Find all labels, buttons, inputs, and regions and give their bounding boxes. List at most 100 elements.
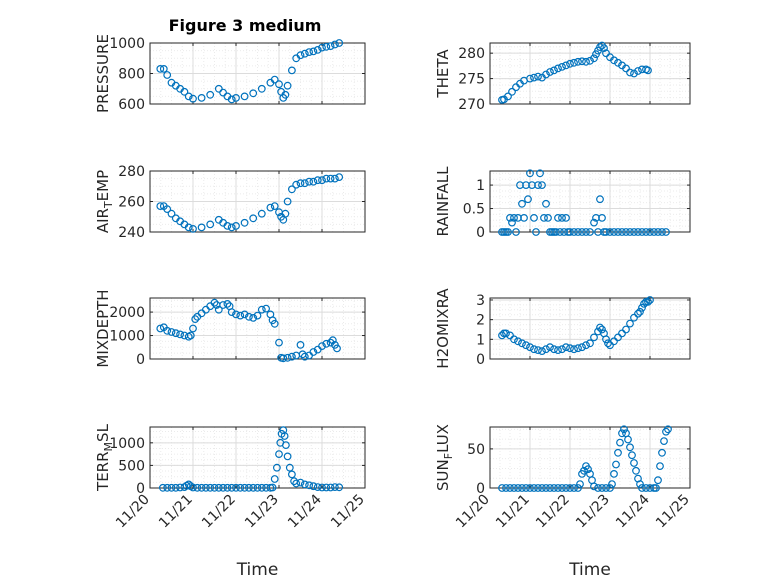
data-point [622,325,630,334]
data-point [538,484,546,492]
data-point [578,228,586,236]
data-point [266,203,275,212]
data-point [562,343,570,352]
data-point [598,325,606,334]
data-point [546,68,554,76]
data-point [285,463,294,472]
data-point [596,43,604,51]
data-point [510,213,518,222]
axes-box [489,426,691,489]
data-point [534,484,542,492]
data-point [214,305,223,314]
data-point [201,483,210,492]
data-point [275,338,283,347]
data-point [335,173,344,182]
data-point [326,483,335,492]
subplot-6: 0 1 2 3 H2OMIXRA [434,288,691,369]
data-point [646,296,654,304]
data-point [574,228,582,236]
data-point [626,228,634,236]
data-point [590,482,598,491]
y-tick-label: 800 [118,67,145,83]
data-point [600,44,608,52]
y-tick-label: 0 [476,352,485,368]
y-axis-label: THETA [434,49,452,99]
data-point [163,483,172,492]
data-point [300,49,309,58]
data-point [534,181,542,190]
data-point [244,483,253,492]
data-point [335,39,344,47]
data-point [590,54,598,63]
data-point [542,199,550,208]
data-point [214,84,223,93]
y-tick-label: 0 [136,352,145,368]
data-point [626,68,634,77]
data-point [281,209,290,218]
data-point [270,319,279,328]
data-point [526,343,534,352]
data-point [554,484,562,492]
subplot-4: 0 0.5 1 RAINFALL [434,166,691,241]
axes-box [489,297,691,360]
data-point [566,228,574,236]
data-point [189,324,197,333]
data-point [197,483,206,492]
data-point [502,484,510,492]
data-point [223,483,232,492]
data-point [186,331,195,340]
data-point [281,90,290,99]
data-point [518,339,526,348]
data-point [326,174,335,183]
data-point [219,88,228,97]
data-point [322,42,331,51]
data-point [618,429,626,438]
data-point [331,483,339,492]
data-point [552,228,560,236]
data-point [262,304,271,313]
data-point [189,94,197,103]
x-axis-label: Time [236,560,279,580]
data-point [634,67,642,75]
data-point [638,484,646,492]
data-point [333,344,341,353]
data-point [328,336,337,345]
data-point [654,476,662,485]
y-tick-label: 0 [476,225,485,241]
data-point [296,341,305,349]
data-point [606,228,614,236]
data-point [240,92,249,101]
data-point [582,228,590,236]
data-point [598,213,606,222]
y-axis-label: SUNFLUX [434,424,455,491]
data-point [562,484,570,492]
data-point [163,326,172,335]
data-point [556,228,564,236]
data-point [522,341,530,350]
data-point [318,342,326,351]
data-point [520,213,528,222]
data-point [530,73,538,82]
data-point [606,341,614,350]
y-tick-label: 260 [118,195,145,211]
x-axis-label: Time [568,560,611,580]
data-point [309,348,318,356]
data-point [322,339,331,348]
data-point [240,310,249,319]
data-point [206,483,215,492]
data-point [335,483,344,492]
data-point [282,441,290,450]
data-point [566,344,574,353]
data-point [554,64,562,73]
data-point [257,209,266,218]
data-point [596,323,604,332]
data-point [309,482,318,491]
data-point [504,92,512,101]
y-tick-label: 1 [476,178,485,194]
data-point [506,213,514,222]
data-point [313,483,322,492]
data-point [574,484,582,492]
data-point [280,432,289,440]
